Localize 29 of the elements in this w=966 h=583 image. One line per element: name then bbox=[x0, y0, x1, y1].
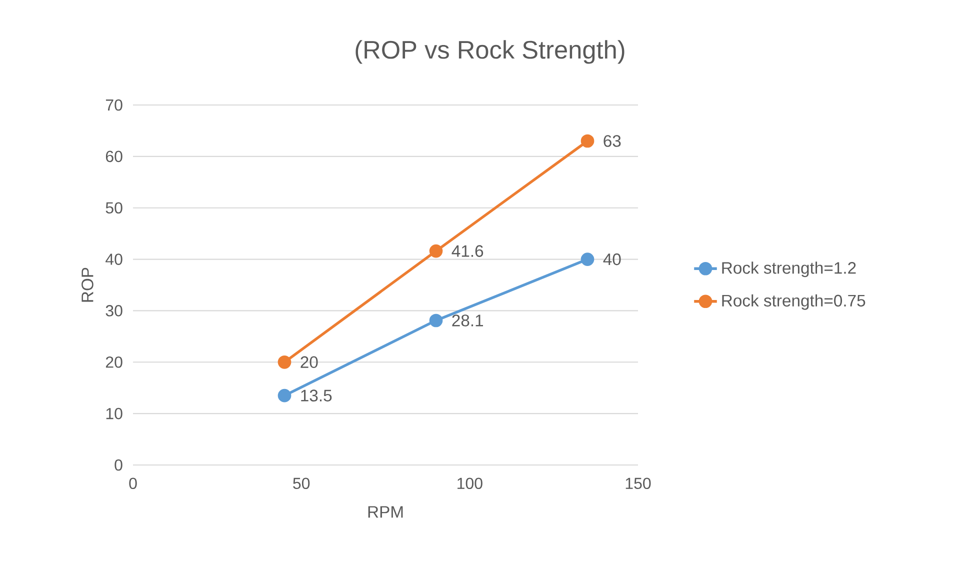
y-tick-label: 40 bbox=[106, 254, 122, 265]
y-tick-label: 50 bbox=[106, 202, 122, 214]
y-tick-label: 10 bbox=[106, 408, 122, 420]
point bbox=[278, 388, 292, 402]
y-tick-label: 0 bbox=[114, 459, 122, 471]
data-label: 28.1 bbox=[452, 314, 483, 326]
data-label: 63 bbox=[604, 135, 621, 147]
legend-label: Rock strength=0.75 bbox=[722, 294, 866, 310]
x-tick-label: 50 bbox=[293, 478, 310, 490]
point bbox=[429, 314, 443, 328]
point bbox=[580, 252, 594, 266]
chart-title: (ROP vs Rock Strength) bbox=[356, 40, 624, 64]
data-label: 20 bbox=[300, 356, 318, 368]
y-tick-label: 20 bbox=[106, 356, 122, 368]
data-label: 41.6 bbox=[452, 245, 484, 257]
data-label: 13.5 bbox=[301, 390, 332, 402]
x-axis-title: RPM bbox=[368, 506, 403, 518]
point bbox=[278, 355, 292, 369]
x-tick-label: 150 bbox=[626, 478, 651, 490]
legend-label: Rock strength=1.2 bbox=[722, 262, 856, 278]
point bbox=[429, 244, 443, 258]
y-axis-title: ROP bbox=[82, 268, 94, 302]
x-tick-label: 100 bbox=[458, 478, 482, 490]
data-label: 40 bbox=[603, 253, 621, 266]
x-tick-label: 0 bbox=[129, 478, 137, 490]
y-tick-label: 60 bbox=[106, 150, 122, 162]
y-tick-label: 30 bbox=[106, 305, 122, 316]
point bbox=[580, 134, 594, 148]
y-tick-label: 70 bbox=[106, 99, 122, 111]
